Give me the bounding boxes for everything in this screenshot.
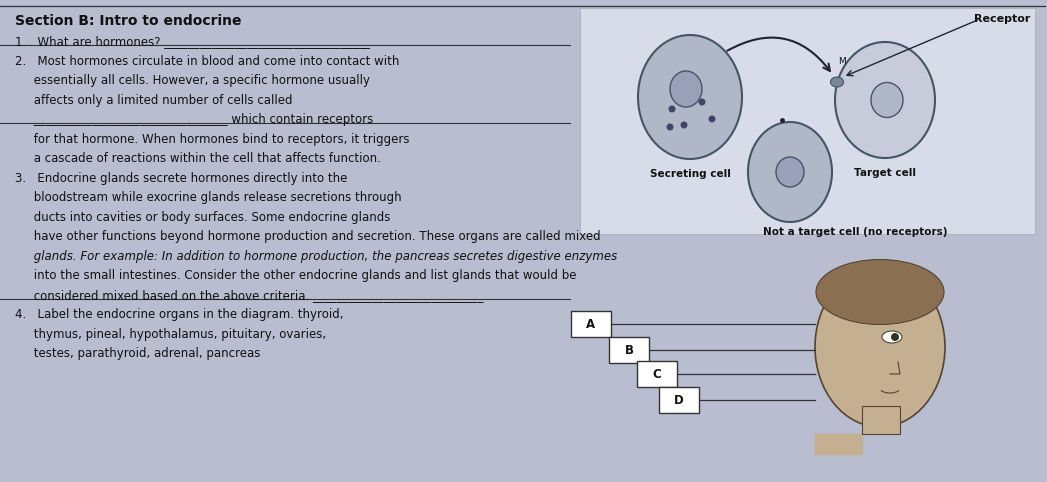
Text: 2.   Most hormones circulate in blood and come into contact with: 2. Most hormones circulate in blood and … [15,55,399,68]
Text: Section B: Intro to endocrine: Section B: Intro to endocrine [15,14,242,28]
Text: 1.   What are hormones? ___________________________________: 1. What are hormones? __________________… [15,36,370,49]
Ellipse shape [836,42,935,158]
Text: have other functions beyond hormone production and secretion. These organs are c: have other functions beyond hormone prod… [15,230,601,243]
Ellipse shape [830,77,844,87]
Text: for that hormone. When hormones bind to receptors, it triggers: for that hormone. When hormones bind to … [15,133,409,146]
Ellipse shape [871,82,903,118]
Text: D: D [674,393,684,406]
Text: essentially all cells. However, a specific hormone usually: essentially all cells. However, a specif… [15,74,370,87]
Text: testes, parathyroid, adrenal, pancreas: testes, parathyroid, adrenal, pancreas [15,348,261,361]
Polygon shape [815,434,862,454]
Text: bloodstream while exocrine glands release secretions through: bloodstream while exocrine glands releas… [15,191,402,204]
FancyBboxPatch shape [862,406,900,434]
FancyBboxPatch shape [571,311,611,337]
FancyBboxPatch shape [609,337,649,363]
Text: A: A [586,318,596,331]
Ellipse shape [776,157,804,187]
Ellipse shape [815,267,945,427]
FancyBboxPatch shape [580,8,1035,234]
Text: ducts into cavities or body surfaces. Some endocrine glands: ducts into cavities or body surfaces. So… [15,211,391,224]
Text: thymus, pineal, hypothalamus, pituitary, ovaries,: thymus, pineal, hypothalamus, pituitary,… [15,328,326,341]
Text: a cascade of reactions within the cell that affects function.: a cascade of reactions within the cell t… [15,152,381,165]
Text: affects only a limited number of cells called: affects only a limited number of cells c… [15,94,292,107]
Text: Secreting cell: Secreting cell [649,169,731,179]
Text: Receptor: Receptor [974,14,1030,24]
Ellipse shape [698,98,706,106]
Ellipse shape [882,331,903,343]
Ellipse shape [816,259,944,324]
FancyArrowPatch shape [728,38,830,71]
Text: 4.   Label the endocrine organs in the diagram. thyroid,: 4. Label the endocrine organs in the dia… [15,308,343,321]
Ellipse shape [670,71,701,107]
Ellipse shape [681,121,688,129]
Text: Not a target cell (no receptors): Not a target cell (no receptors) [763,227,948,237]
FancyBboxPatch shape [637,361,677,387]
Ellipse shape [638,35,742,159]
Ellipse shape [668,106,675,112]
Ellipse shape [667,123,673,131]
Ellipse shape [748,122,832,222]
Ellipse shape [891,333,899,341]
Text: M: M [839,57,846,66]
Text: _________________________________ which contain receptors: _________________________________ which … [15,113,373,126]
Text: B: B [624,344,633,357]
Text: C: C [652,367,662,380]
Text: considered mixed based on the above criteria. _____________________________: considered mixed based on the above crit… [15,289,484,302]
Text: into the small intestines. Consider the other endocrine glands and list glands t: into the small intestines. Consider the … [15,269,577,282]
FancyBboxPatch shape [659,387,699,413]
Text: Target cell: Target cell [854,168,916,178]
Text: 3.   Endocrine glands secrete hormones directly into the: 3. Endocrine glands secrete hormones dir… [15,172,348,185]
Text: glands. For example: In addition to hormone production, the pancreas secretes di: glands. For example: In addition to horm… [15,250,618,263]
Ellipse shape [709,116,715,122]
